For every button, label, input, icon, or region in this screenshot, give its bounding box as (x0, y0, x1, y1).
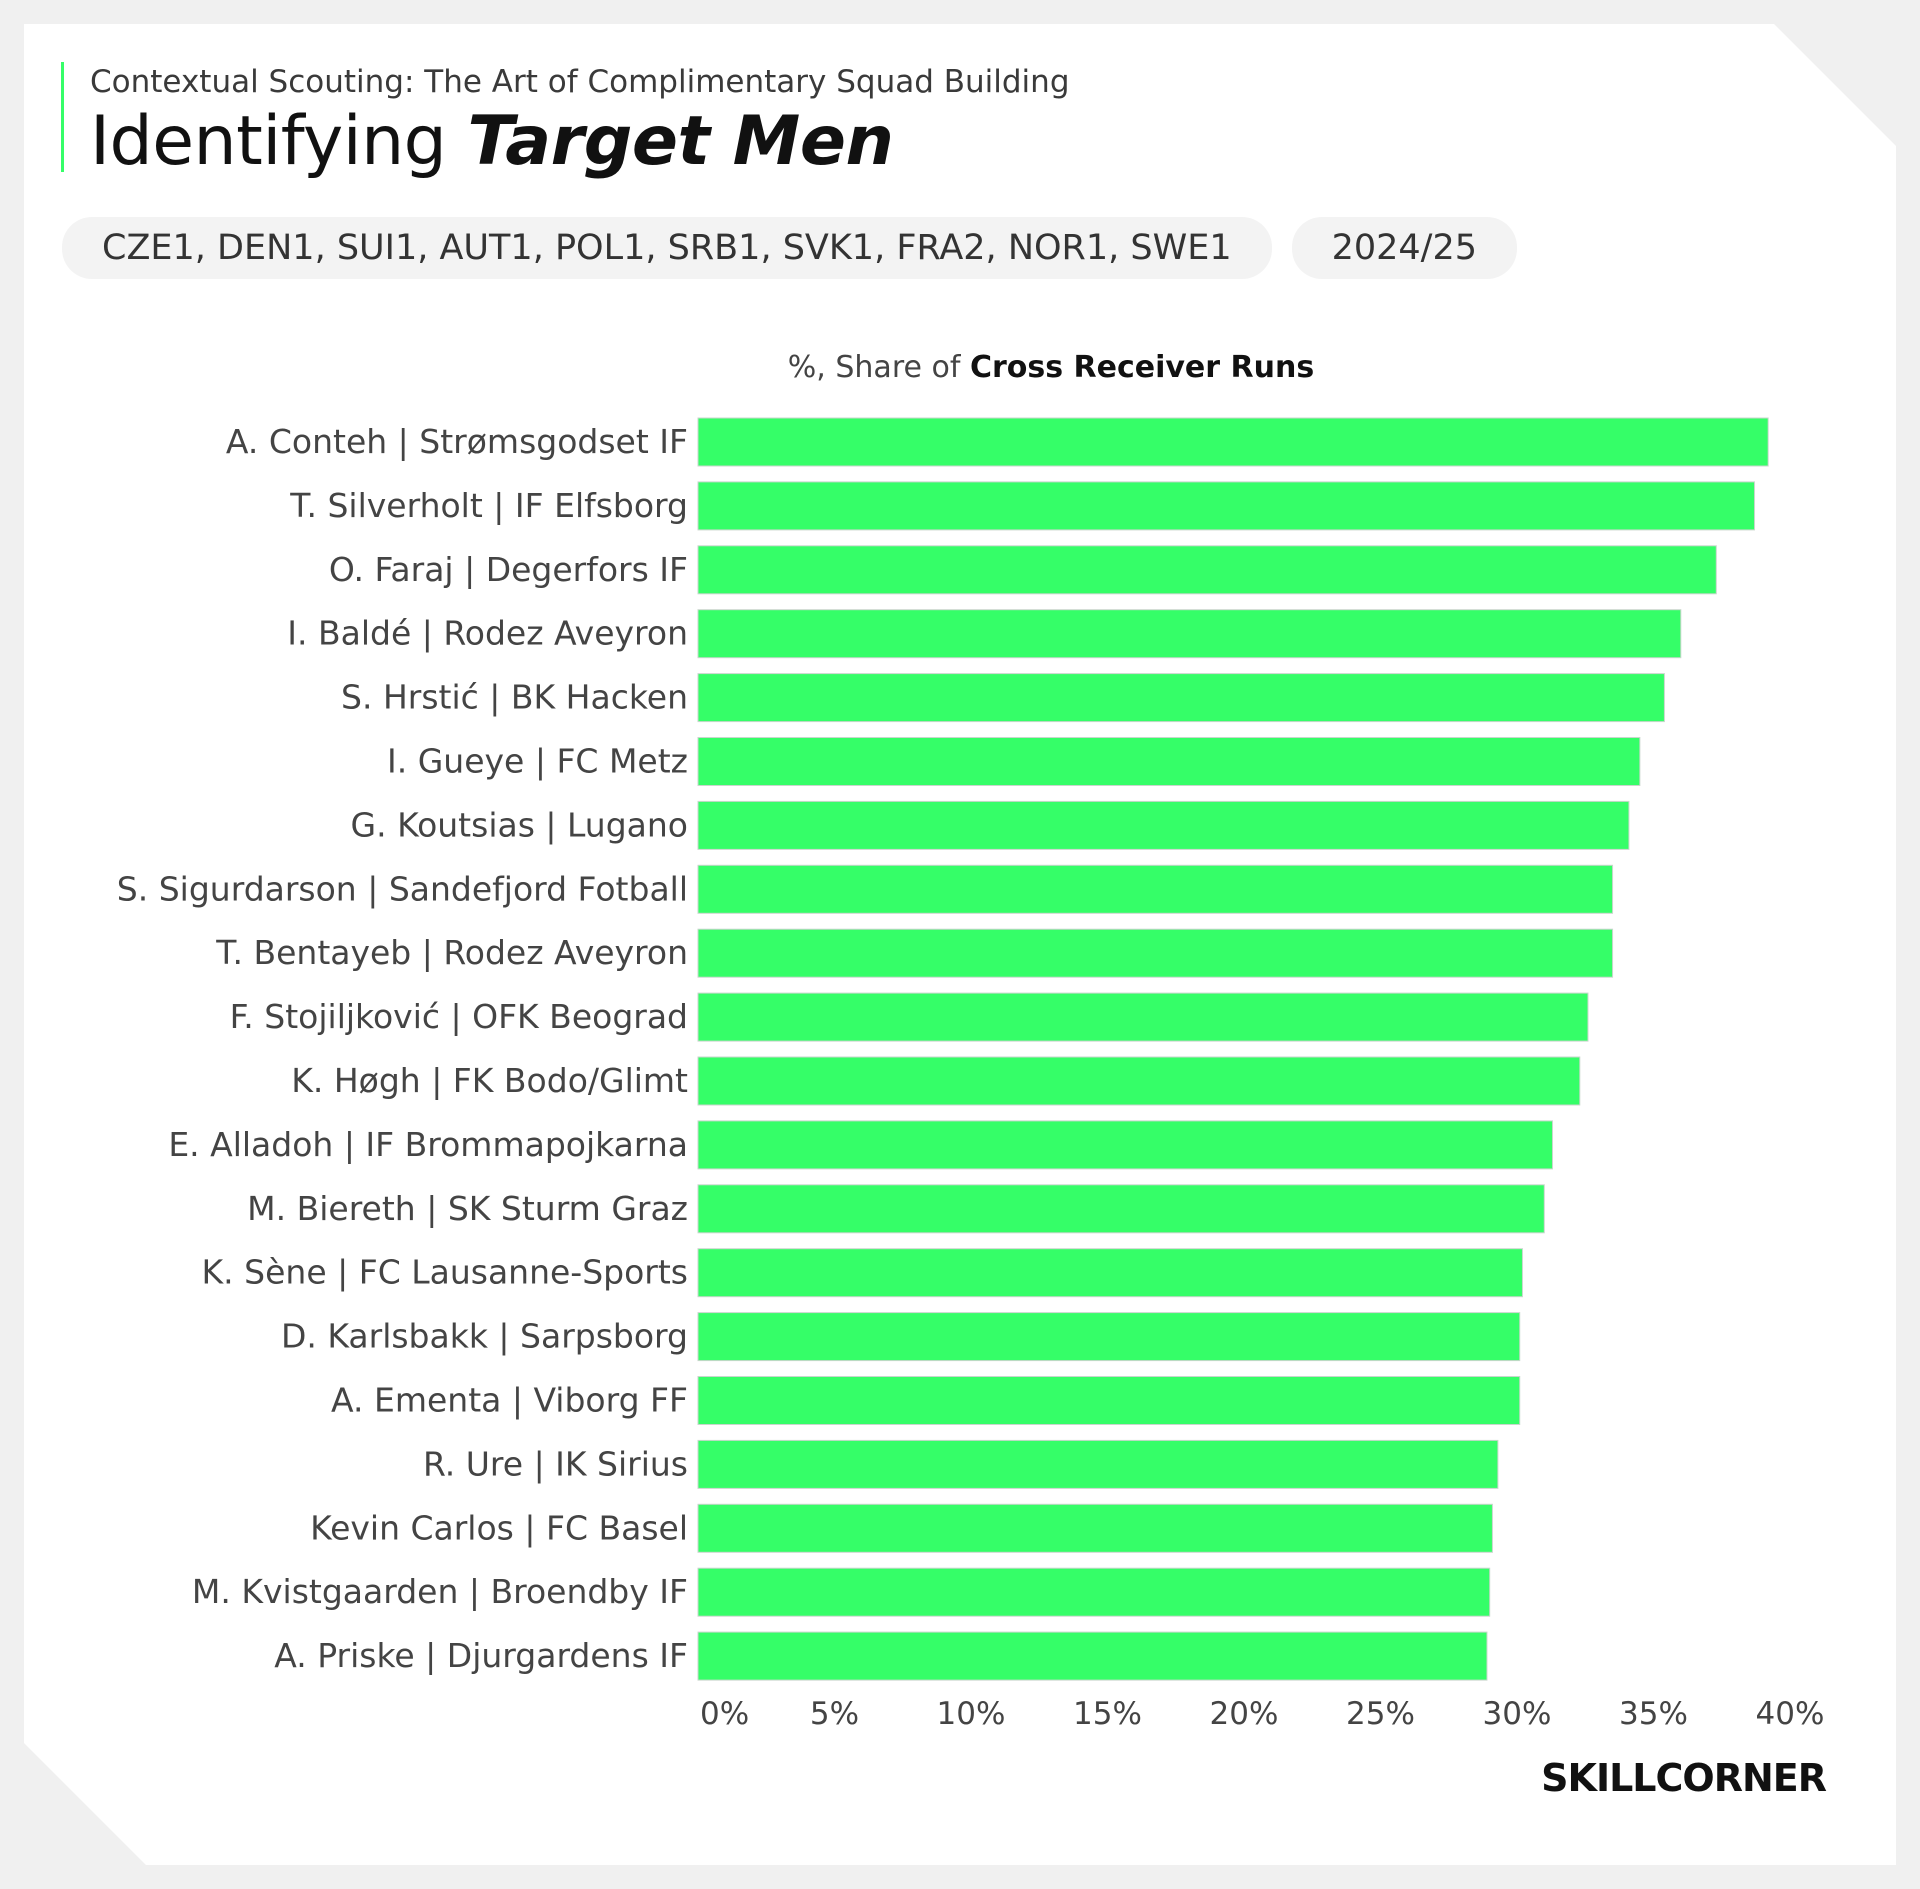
bar (698, 801, 1629, 849)
bar (698, 738, 1640, 786)
bar-label: A. Conteh | Strømsgodset IF (226, 422, 688, 461)
bar-label: M. Biereth | SK Sturm Graz (247, 1189, 688, 1228)
bar-label: T. Bentayeb | Rodez Aveyron (215, 933, 688, 972)
bar (698, 1632, 1487, 1680)
bar-label: I. Baldé | Rodez Aveyron (287, 614, 688, 653)
bar (698, 1057, 1580, 1105)
bar (698, 929, 1613, 977)
bar-label: K. Høgh | FK Bodo/Glimt (291, 1061, 688, 1100)
bar (698, 1185, 1544, 1233)
bar-label: Kevin Carlos | FC Basel (310, 1508, 688, 1547)
bar-label: R. Ure | IK Sirius (423, 1444, 688, 1483)
bar (698, 1313, 1520, 1361)
bar (698, 482, 1755, 530)
x-tick-label: 40% (1756, 1696, 1825, 1732)
bar-label: T. Silverholt | IF Elfsborg (289, 486, 688, 525)
bar-label: I. Gueye | FC Metz (387, 742, 688, 781)
x-tick-label: 25% (1346, 1696, 1415, 1732)
bar-label: K. Sène | FC Lausanne-Sports (202, 1253, 688, 1292)
bar-label: O. Faraj | Degerfors IF (329, 550, 688, 589)
x-tick-label: 20% (1210, 1696, 1279, 1732)
bar-label: F. Stojiljković | OFK Beograd (230, 997, 688, 1036)
bar (698, 865, 1613, 913)
bar-label: A. Ementa | Viborg FF (331, 1381, 688, 1420)
x-tick-label: 15% (1073, 1696, 1142, 1732)
bar-label: S. Sigurdarson | Sandefjord Fotball (117, 869, 688, 908)
bar (698, 993, 1588, 1041)
bar (698, 1121, 1552, 1169)
bar (698, 1440, 1498, 1488)
x-tick-label: 0% (700, 1696, 749, 1732)
bar-label: S. Hrstić | BK Hacken (341, 678, 688, 717)
x-tick-label: 5% (810, 1696, 859, 1732)
bar (698, 546, 1716, 594)
bar-label: D. Karlsbakk | Sarpsborg (281, 1317, 688, 1356)
bar (698, 674, 1664, 722)
x-tick-label: 35% (1619, 1696, 1688, 1732)
bar (698, 1568, 1490, 1616)
x-tick-label: 30% (1483, 1696, 1552, 1732)
bar (698, 1249, 1522, 1297)
bar (698, 418, 1768, 466)
bar (698, 610, 1681, 658)
bar-label: A. Priske | Djurgardens IF (274, 1636, 688, 1675)
x-tick-label: 10% (937, 1696, 1006, 1732)
bar-label: M. Kvistgaarden | Broendby IF (192, 1572, 688, 1611)
bar-label: G. Koutsias | Lugano (351, 805, 688, 844)
bar-label: E. Alladoh | IF Brommapojkarna (168, 1125, 688, 1164)
bar (698, 1377, 1520, 1425)
bar (698, 1504, 1492, 1552)
skillcorner-logo: SKILLCORNER (1541, 1756, 1826, 1800)
